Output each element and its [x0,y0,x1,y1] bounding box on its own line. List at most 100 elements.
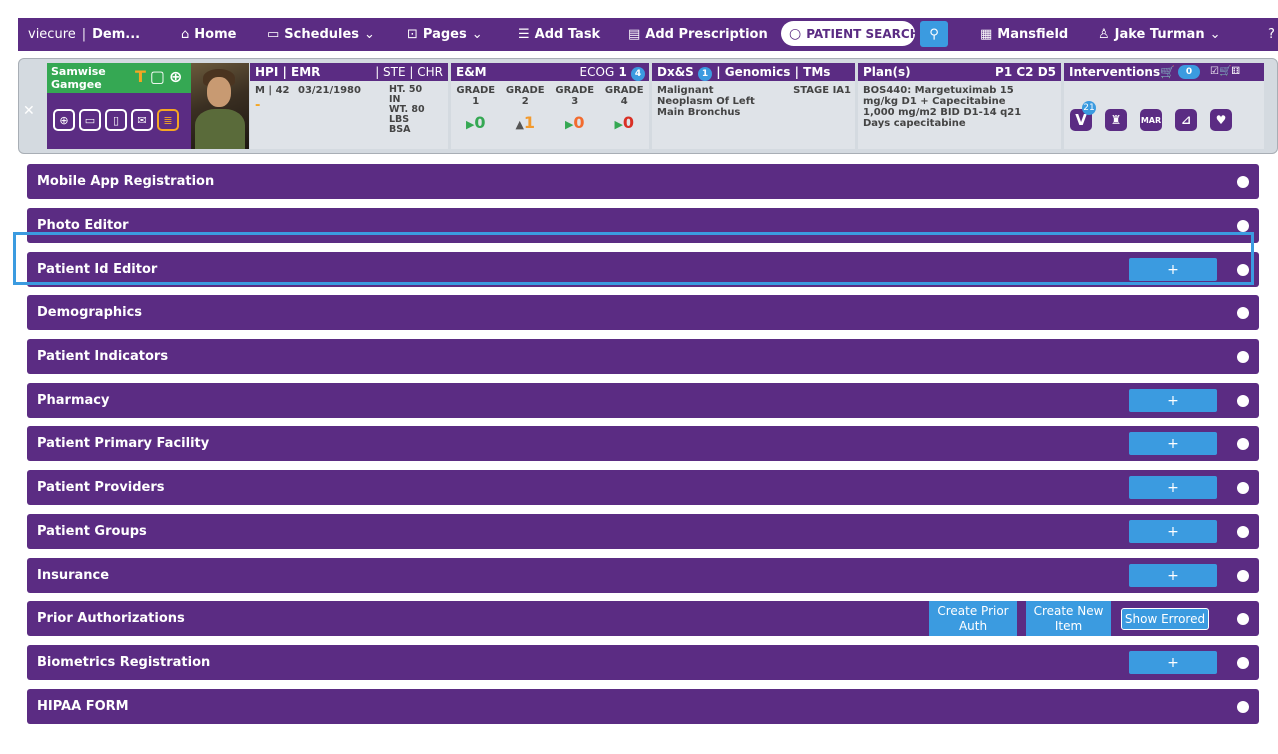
brand[interactable]: viecure | Dem... [28,27,141,42]
section-label: Insurance [37,568,110,583]
mortar-icon[interactable]: ♜ [1105,109,1127,131]
dx-badge[interactable]: 1 [698,67,712,81]
grade-value: 0 [622,113,635,132]
calendar-icon[interactable]: ▭ [79,109,101,131]
expand-dot-icon[interactable] [1237,482,1249,494]
expand-dot-icon[interactable] [1237,176,1249,188]
section-label: Prior Authorizations [37,611,185,626]
prescription-icon: ▤ [628,27,641,42]
section-prior-authorizations[interactable]: Prior Authorizations Create Prior Auth C… [27,601,1259,636]
section-patient-indicators[interactable]: Patient Indicators [27,339,1259,374]
create-prior-auth-button[interactable]: Create Prior Auth [929,601,1017,636]
section-biometrics-registration[interactable]: Biometrics Registration + [27,645,1259,680]
expand-dot-icon[interactable] [1237,395,1249,407]
nav-home[interactable]: ⌂ Home [181,27,236,42]
hpi-tabs[interactable]: | STE | CHR [375,65,443,79]
section-photo-editor[interactable]: Photo Editor [27,208,1259,243]
user-icon: ♙ [1098,27,1110,42]
section-insurance[interactable]: Insurance + [27,558,1259,593]
help-icon: ? [1268,27,1275,42]
heart-plus-icon[interactable]: ♥ [1210,109,1232,131]
grade-value: 1 [523,113,536,132]
section-patient-providers[interactable]: Patient Providers + [27,470,1259,505]
search-icon: ○ [789,25,802,42]
add-button[interactable]: + [1129,476,1217,499]
expand-dot-icon[interactable] [1237,701,1249,713]
interventions-header[interactable]: Interventions 🛒 0 ☑🛒⚅ [1064,63,1264,81]
ecog-label: ECOG [579,65,615,79]
hpi-title: HPI | EMR [255,65,321,79]
expand-dot-icon[interactable] [1237,307,1249,319]
hpi-header[interactable]: HPI | EMR | STE | CHR [250,63,448,81]
grade-4-value[interactable]: ▶0 [614,113,634,132]
dx-title: Dx&S [657,65,694,79]
section-patient-groups[interactable]: Patient Groups + [27,514,1259,549]
patient-photo [191,63,249,149]
section-patient-primary-facility[interactable]: Patient Primary Facility + [27,426,1259,461]
em-header[interactable]: E&M ECOG 1 4 [451,63,649,81]
section-demographics[interactable]: Demographics [27,295,1259,330]
section-mobile-app-registration[interactable]: Mobile App Registration [27,164,1259,199]
dx-header[interactable]: Dx&S 1 | Genomics | TMs [652,63,855,81]
trial-icon[interactable]: T [135,67,146,86]
nav-location-label: Mansfield [997,27,1069,42]
add-button[interactable]: + [1129,258,1217,281]
interventions-panel: Interventions 🛒 0 ☑🛒⚅ V 21 ♜ MAR ⊿ ♥ [1064,63,1264,149]
patient-name[interactable]: Samwise Gamgee [47,63,191,93]
patient-status-icons: T ▢ ⊕ [135,67,182,86]
expand-dot-icon[interactable] [1237,438,1249,450]
show-errored-button[interactable]: Show Errored [1121,608,1209,630]
ecog-badge[interactable]: 4 [631,67,645,81]
patient-search-input[interactable]: ○ PATIENT SEARCH [781,21,915,46]
section-label: Patient Primary Facility [37,436,210,451]
patient-card: Samwise Gamgee T ▢ ⊕ ⊕ ▭ ▯ ✉ ≣ [47,63,249,149]
expand-dot-icon[interactable] [1237,351,1249,363]
section-hipaa-form[interactable]: HIPAA FORM [27,689,1259,724]
globe-icon[interactable]: ⊕ [53,109,75,131]
patient-header-bar: ✕ Samwise Gamgee T ▢ ⊕ ⊕ ▭ ▯ ✉ ≣ HPI | E… [18,58,1278,154]
nav-user-menu[interactable]: ♙ Jake Turman ⌄ [1098,27,1221,42]
add-button[interactable]: + [1129,520,1217,543]
add-button[interactable]: + [1129,432,1217,455]
section-label: Mobile App Registration [37,174,215,189]
section-pharmacy[interactable]: Pharmacy + [27,383,1259,418]
mar-icon[interactable]: MAR [1140,109,1162,131]
expand-dot-icon[interactable] [1237,613,1249,625]
section-label: Patient Id Editor [37,262,158,277]
chart-icon[interactable]: ⊿ [1175,109,1197,131]
nav-location[interactable]: ▦ Mansfield [980,27,1068,42]
checklist-icon[interactable]: ☑🛒⚅ [1210,66,1241,77]
create-new-item-button[interactable]: Create New Item [1026,601,1111,636]
em-title: E&M [456,65,487,79]
search-button[interactable]: ⚲ [920,21,948,47]
v-button[interactable]: V 21 [1070,101,1096,131]
expand-dot-icon[interactable] [1237,264,1249,276]
expand-dot-icon[interactable] [1237,220,1249,232]
nav-schedules[interactable]: ▭ Schedules ⌄ [267,27,375,42]
expand-dot-icon[interactable] [1237,657,1249,669]
add-button[interactable]: + [1129,389,1217,412]
grade-2-value[interactable]: ▲1 [515,113,535,132]
cart-icon[interactable]: 🛒 [1160,65,1175,79]
add-button[interactable]: + [1129,651,1217,674]
document-icon[interactable]: ≣ [157,109,179,131]
mail-icon[interactable]: ✉ [131,109,153,131]
interventions-icons: V 21 ♜ MAR ⊿ ♥ [1070,101,1232,131]
clipboard-icon[interactable]: ▯ [105,109,127,131]
close-icon[interactable]: ✕ [23,103,35,119]
grade-3-value[interactable]: ▶0 [565,113,585,132]
nav-add-prescription[interactable]: ▤ Add Prescription [628,27,768,42]
square-icon[interactable]: ▢ [149,67,166,86]
chevron-down-icon: ⌄ [1209,27,1221,42]
section-patient-id-editor[interactable]: Patient Id Editor + [27,252,1259,287]
nav-add-task[interactable]: ☰ Add Task [518,27,600,42]
add-button[interactable]: + [1129,564,1217,587]
nav-help[interactable]: ? [1268,27,1275,42]
plan-header[interactable]: Plan(s) P1 C2 D5 [858,63,1061,81]
grade-1-value[interactable]: ▶0 [466,113,486,132]
expand-dot-icon[interactable] [1237,526,1249,538]
nav-pages[interactable]: ⊡ Pages ⌄ [407,27,483,42]
expand-dot-icon[interactable] [1237,570,1249,582]
shield-plus-icon[interactable]: ⊕ [169,67,183,86]
height-unit: IN [389,94,401,105]
